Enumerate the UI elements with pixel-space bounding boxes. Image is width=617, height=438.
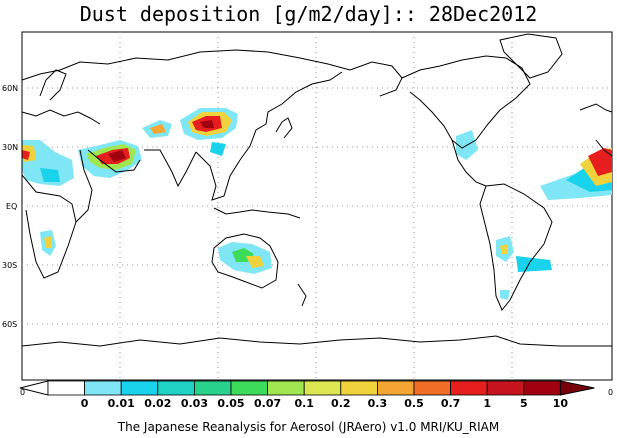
colorbar-tick-label: 0.03	[181, 397, 208, 410]
colorbar-tick-label: 0.01	[108, 397, 135, 410]
lat-label-30n: 30N	[2, 143, 18, 152]
latitude-labels: 60N 30N EQ 30S 60S	[2, 84, 18, 329]
colorbar-swatch	[376, 380, 415, 396]
colorbar-tick-label: 0	[81, 397, 89, 410]
colorbar-swatch	[267, 380, 305, 396]
colorbar-tick-label: 0.2	[331, 397, 351, 410]
colorbar-swatch	[84, 380, 122, 396]
colorbar-swatch	[47, 380, 85, 396]
colorbar-swatch	[523, 380, 561, 396]
lat-label-eq: EQ	[6, 202, 17, 211]
map-title: Dust deposition [g/m2/day]:: 28Dec2012	[79, 2, 538, 26]
colorbar-swatch	[157, 380, 195, 396]
colorbar-arrow-high	[559, 380, 595, 396]
colorbar-tick-label: 0.02	[144, 397, 171, 410]
colorbar-swatch	[120, 380, 159, 396]
map-footer: The Japanese Reanalysis for Aerosol (JRA…	[117, 420, 500, 434]
lat-label-60n: 60N	[2, 84, 18, 93]
colorbar-tick-label: 0.07	[254, 397, 281, 410]
lon-edge-label-right: 0	[608, 388, 613, 397]
lat-label-30s: 30S	[2, 261, 17, 270]
colorbar-swatch	[230, 380, 268, 396]
map-grid	[22, 32, 612, 380]
colorbar: 0 0.01 0.02 0.03 0.05 0.07 0.1 0.2 0.3 0.5 0.7 1 5 10	[19, 380, 595, 410]
dust-shading	[22, 108, 612, 300]
colorbar-swatch	[413, 380, 451, 396]
colorbar-tick-label: 0.1	[294, 397, 314, 410]
colorbar-tick-label: 0.5	[404, 397, 424, 410]
colorbar-swatch	[486, 380, 525, 396]
colorbar-tick-label: 10	[553, 397, 569, 410]
colorbar-swatch	[303, 380, 342, 396]
colorbar-tick-label: 0.7	[441, 397, 461, 410]
lat-label-60s: 60S	[2, 320, 17, 329]
lon-edge-label-left: 0	[20, 388, 25, 397]
colorbar-tick-label: 0.3	[368, 397, 388, 410]
colorbar-swatch	[340, 380, 378, 396]
colorbar-tick-label: 5	[520, 397, 528, 410]
colorbar-swatch	[450, 380, 488, 396]
colorbar-swatch	[193, 380, 232, 396]
coastlines	[21, 33, 613, 347]
colorbar-tick-label: 0.05	[217, 397, 244, 410]
colorbar-tick-label: 1	[483, 397, 491, 410]
